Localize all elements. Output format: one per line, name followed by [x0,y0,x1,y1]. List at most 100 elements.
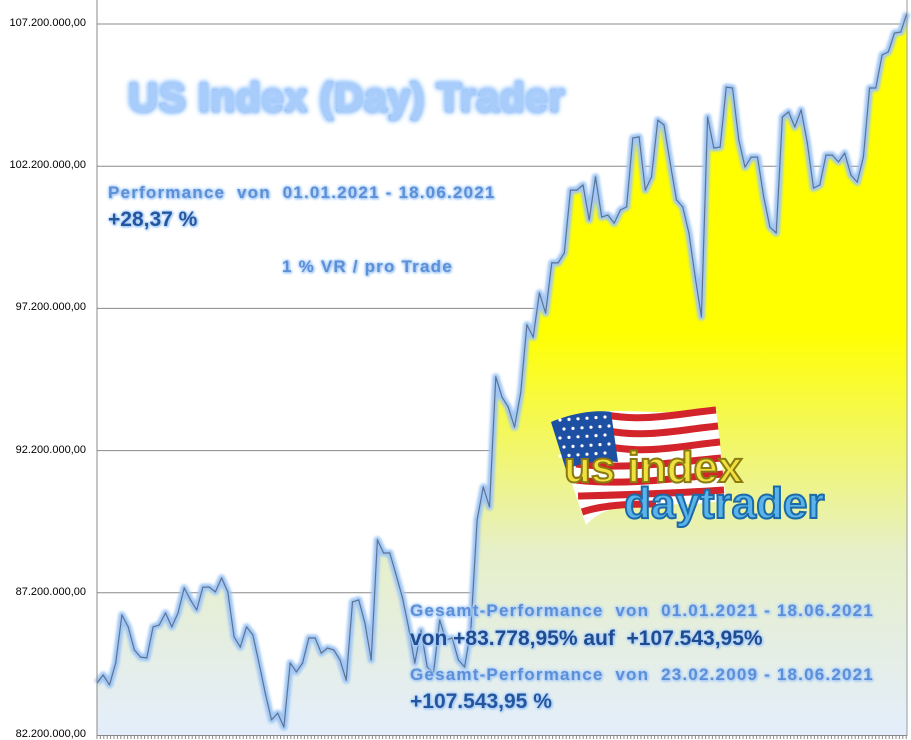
data-point [756,156,759,158]
data-point [108,684,111,686]
data-point [538,292,540,294]
data-point [140,656,142,658]
flag-star [580,444,584,448]
risk-label: 1 % VR / pro Trade [282,257,453,276]
data-point [457,659,459,661]
data-point [669,162,671,164]
data-point [202,586,204,588]
data-point [520,392,522,394]
flag-star [576,435,580,439]
data-point [725,86,727,88]
data-point [158,624,160,626]
flag-star [576,417,580,421]
data-point [233,636,235,638]
total-performance-label-2009: Gesamt-Performance von 23.02.2009 - 18.0… [410,665,874,684]
data-point [750,156,752,158]
data-point [563,252,565,254]
flag-star [594,416,598,420]
flag-star [603,415,607,419]
data-point [464,666,466,668]
data-point [295,671,297,673]
y-tick-label: 102.200.000,00 [9,159,86,172]
data-point [744,166,746,168]
data-point [594,176,597,178]
data-point [881,54,883,56]
data-point [308,637,310,639]
data-point [264,692,266,694]
performance-label: Performance von 01.01.2021 - 18.06.2021 [108,183,496,202]
data-point [856,181,858,183]
y-tick-label: 97.200.000,00 [15,301,86,314]
data-point [121,614,123,616]
data-point [507,406,509,408]
total-performance-value-2009: +107.543,95 % [410,690,552,713]
logo-text-us-index: us index [564,443,743,492]
flag-star [598,443,602,447]
data-point [171,626,173,628]
data-point [844,152,846,154]
performance-value: +28,37 % [108,208,198,231]
data-point [707,116,709,118]
data-point [626,206,628,208]
data-point [694,276,696,278]
data-point [339,659,341,661]
data-point [632,137,634,139]
flag-star [598,425,602,429]
data-point [887,51,889,53]
data-point [432,672,435,674]
data-point [302,662,304,664]
data-point [619,209,621,211]
data-point [414,662,416,664]
data-point [389,552,391,554]
data-point [164,612,167,614]
data-point [719,146,721,148]
data-point [364,622,366,624]
data-point [470,629,472,631]
data-point [208,586,210,588]
flag-star [558,436,562,440]
data-point [258,662,260,664]
flag-star [603,433,607,437]
flag-star [603,451,607,455]
data-point [875,87,877,89]
data-point [488,506,491,508]
flag-star [576,453,580,457]
flag-star [558,418,562,422]
data-point [345,679,347,681]
data-point [837,161,840,163]
data-point [501,396,503,398]
x-axis-ticks [96,735,907,739]
y-tick-label: 92.200.000,00 [15,443,86,456]
data-point [738,139,740,141]
data-point [582,184,584,186]
flag-star [585,416,589,420]
data-point [314,637,316,639]
data-point [146,657,148,659]
data-point [532,336,534,338]
data-point [569,189,572,191]
area-fill [97,12,907,735]
data-point [333,649,335,651]
data-point [196,609,198,611]
y-tick-label: 82.200.000,00 [15,728,86,740]
flag-star [562,427,566,431]
data-point [819,184,821,186]
data-point [383,552,385,554]
data-point [407,626,410,628]
data-point [270,719,273,721]
data-point [731,87,734,89]
data-point [850,174,852,176]
data-point [127,626,129,628]
flag-star [585,434,589,438]
data-point [133,649,135,651]
flag-star [580,426,584,430]
flag-star [585,452,589,456]
data-point [426,666,428,668]
flag-star [562,445,566,449]
data-point [763,196,765,198]
chart-title: US Index (Day) Trader [128,74,565,120]
data-point [245,626,248,628]
data-point [189,599,192,601]
flag-star [589,425,593,429]
data-point [644,189,646,191]
